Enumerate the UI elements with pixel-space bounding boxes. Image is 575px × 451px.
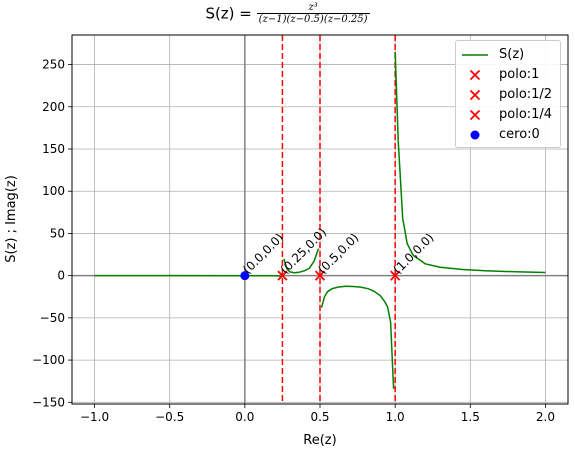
x-tick-label: 0.0 (235, 410, 254, 424)
legend-swatch (469, 109, 481, 121)
y-tick-label: 250 (42, 58, 65, 72)
chart-title-prefix: S(z) = (205, 4, 257, 23)
legend-swatch (469, 69, 481, 81)
legend-x-icon (469, 69, 481, 81)
legend-swatch (462, 54, 488, 56)
legend-dot-icon (470, 130, 480, 140)
y-tick-label: 100 (42, 184, 65, 198)
y-axis-label: S(z) ; Imag(z) (4, 175, 19, 263)
ticks-layer: −1.0 −0.5 0.0 0.5 1.0 1.5 2.0 −150 −100 −50 0 50 100… (32, 58, 555, 424)
y-tick-label: −50 (40, 311, 65, 325)
legend-swatch (469, 89, 481, 101)
legend-label: polo:1/2 (499, 87, 553, 102)
pole-marker (277, 270, 288, 281)
zero-marker (240, 271, 250, 281)
y-tick-label: 50 (50, 226, 65, 240)
x-axis-label: Re(z) (303, 433, 336, 448)
y-tick-label: 150 (42, 142, 65, 156)
x-tick-label: −0.5 (155, 410, 184, 424)
legend-label: S(z) (499, 47, 525, 62)
x-tick-label: 0.5 (310, 410, 329, 424)
legend-x-icon (469, 109, 481, 121)
chart-title-denominator: (z−1)(z−0.5)(z−0.25) (256, 13, 370, 25)
legend-label: cero:0 (499, 127, 540, 142)
x-tick-label: 2.0 (536, 410, 555, 424)
chart-title-numerator: z³ (308, 2, 318, 13)
y-tick-label: −100 (32, 353, 65, 367)
sz-curve-segment (320, 285, 395, 389)
x-tick-label: −1.0 (80, 410, 109, 424)
x-tick-label: 1.5 (461, 410, 480, 424)
legend-x-icon (469, 89, 481, 101)
sz-curve-segment (283, 248, 320, 274)
y-tick-label: 0 (57, 269, 65, 283)
legend: S(z) polo:1 polo:1/2 polo:1/4 cero:0 (455, 40, 561, 148)
x-tick-label: 1.0 (386, 410, 405, 424)
chart-title-fraction: z³ (z−1)(z−0.5)(z−0.25) (256, 2, 370, 25)
sz-curve-segment (394, 51, 546, 274)
y-tick-label: 200 (42, 100, 65, 114)
y-tick-label: −150 (32, 395, 65, 409)
chart-title: S(z) = z³ (z−1)(z−0.5)(z−0.25) (0, 2, 575, 25)
point-annotation: (1.0,0.0) (390, 231, 436, 277)
legend-label: polo:1 (499, 67, 540, 82)
pole-marker (390, 270, 401, 281)
legend-swatch (470, 130, 480, 140)
sz-curve-segment (94, 274, 281, 278)
legend-label: polo:1/4 (499, 107, 553, 122)
pole-marker (314, 270, 326, 281)
